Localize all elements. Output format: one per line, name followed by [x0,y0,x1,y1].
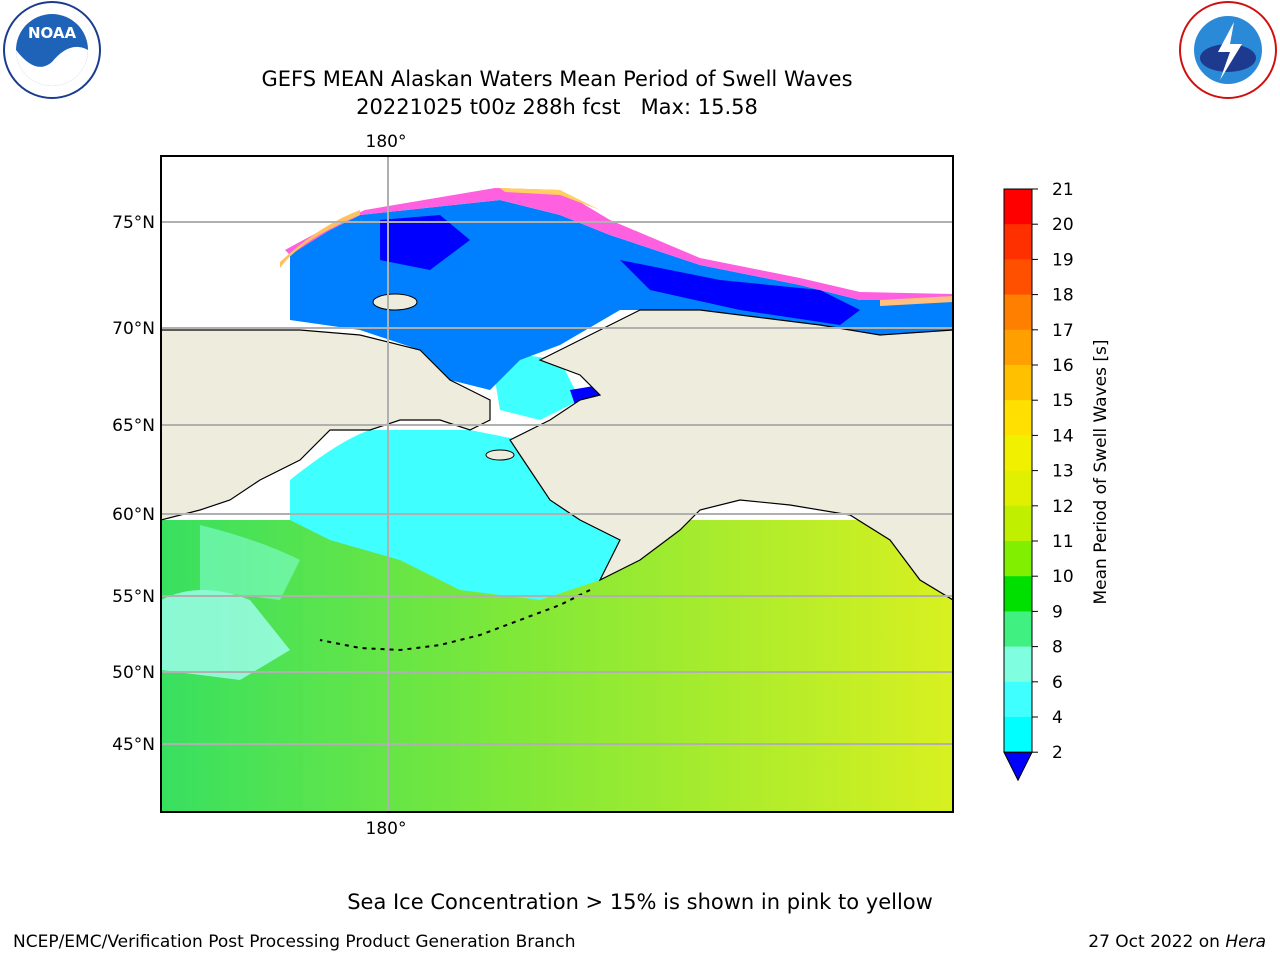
colorbar-tick-label: 8 [1052,638,1063,658]
colorbar-segment [1004,294,1032,331]
colorbar-tick-label: 17 [1052,321,1074,341]
colorbar-tick-label: 18 [1052,286,1074,306]
lat-label-50: 50°N [112,663,155,683]
graticule [161,156,953,812]
map-frame [160,155,954,813]
colorbar-tick-label: 16 [1052,356,1074,376]
colorbar-segment [1004,224,1032,260]
lat-label-55: 55°N [112,587,155,607]
colorbar-segment [1004,717,1032,753]
colorbar-tick-label: 13 [1052,462,1074,482]
footer-left: NCEP/EMC/Verification Post Processing Pr… [13,932,576,952]
lat-label-60: 60°N [112,505,155,525]
sea-ice-note: Sea Ice Concentration > 15% is shown in … [347,890,933,914]
footer-right: 27 Oct 2022 on Hera [1088,932,1266,952]
map-area [161,156,953,812]
colorbar-tick-label: 19 [1052,250,1074,270]
lat-label-65: 65°N [112,416,155,436]
colorbar-tick-label: 12 [1052,497,1074,517]
colorbar-segment [1004,189,1032,225]
colorbar-segment [1004,646,1032,683]
colorbar-extend-arrow [1003,751,1033,782]
lat-label-70: 70°N [112,319,155,339]
chart-subtitle: 20221025 t00z 288h fcst Max: 15.58 [356,95,758,119]
alaska-land [509,309,953,601]
footer-date: 27 Oct 2022 on [1088,932,1226,952]
colorbar-tick-label: 6 [1052,673,1063,693]
colorbar: 21 20 19 18 17 16 15 14 13 12 11 10 9 8 6 4 2 [1003,180,1074,782]
nws-logo [1179,1,1277,99]
footer-machine: Hera [1225,932,1266,952]
colorbar-tick-label: 9 [1052,602,1063,622]
colorbar-segment [1004,611,1032,648]
colorbar-segment [1004,435,1032,472]
colorbar-tick-label: 2 [1052,743,1063,763]
colorbar-tick-label: 14 [1052,426,1074,446]
noaa-logo: NOAA [3,1,101,99]
colorbar-segment [1004,329,1032,366]
colorbar-segment [1004,681,1032,718]
chart-title: GEFS MEAN Alaskan Waters Mean Period of … [261,67,853,91]
colorbar-tick-label: 4 [1052,708,1063,728]
colorbar-tick-label: 20 [1052,215,1074,235]
colorbar-label: Mean Period of Swell Waves [s] [1091,340,1111,605]
lon-label-bottom: 180° [366,819,407,839]
lat-label-45: 45°N [112,735,155,755]
colorbar-tick-label: 15 [1052,391,1074,411]
colorbar-segment [1004,576,1032,612]
colorbar-segment [1004,259,1032,296]
lon-label-top: 180° [366,132,407,152]
colorbar-segment [1004,365,1032,401]
colorbar-segment [1004,400,1032,436]
colorbar-tick-label: 10 [1052,567,1074,587]
colorbar-segment [1004,505,1032,542]
noaa-logo-text: NOAA [28,24,77,42]
colorbar-tick-label: 21 [1052,180,1074,200]
colorbar-tick-label: 11 [1052,532,1074,552]
lat-label-75: 75°N [112,213,155,233]
colorbar-segment [1004,470,1032,507]
colorbar-segment [1004,541,1032,577]
